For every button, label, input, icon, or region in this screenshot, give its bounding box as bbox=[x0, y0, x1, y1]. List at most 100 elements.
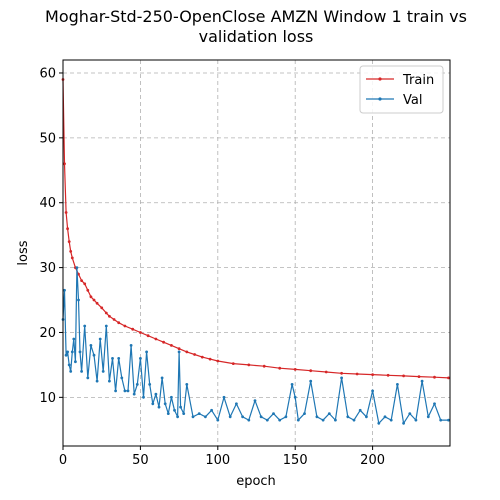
series-val-point bbox=[89, 344, 93, 347]
series-val-point bbox=[293, 395, 297, 399]
series-val-point bbox=[101, 370, 105, 373]
x-axis: 0 50 100 150 200 bbox=[59, 446, 385, 468]
series-val-point bbox=[142, 395, 145, 399]
series-train-point bbox=[170, 344, 173, 347]
series-val-point bbox=[129, 344, 133, 347]
series-val-point bbox=[111, 357, 114, 360]
series-train-point bbox=[309, 369, 313, 373]
series-train-point bbox=[108, 314, 111, 318]
series-train-point bbox=[112, 318, 116, 321]
series-train-point bbox=[63, 162, 66, 166]
series-val-point bbox=[204, 415, 207, 419]
series-train-point bbox=[247, 363, 251, 367]
y-tick-label-30: 30 bbox=[39, 261, 56, 276]
series-val-point bbox=[148, 383, 152, 386]
series-val-point bbox=[352, 418, 356, 422]
series-val-point bbox=[83, 324, 87, 328]
series-val-point bbox=[182, 412, 186, 415]
series-val-point bbox=[176, 415, 180, 419]
series-train-point bbox=[278, 366, 282, 370]
y-tick-label-40: 40 bbox=[39, 196, 56, 211]
series-val-point bbox=[80, 370, 83, 373]
series-val-point bbox=[151, 402, 155, 406]
series-train-point bbox=[146, 334, 150, 338]
series-val-point bbox=[72, 337, 76, 341]
series-val-point bbox=[259, 415, 263, 419]
y-tick-label-10: 10 bbox=[39, 391, 56, 406]
x-tick-label-200: 200 bbox=[360, 453, 385, 468]
series-val-point bbox=[67, 363, 71, 367]
series-train-point bbox=[293, 368, 297, 371]
series-val-point bbox=[371, 389, 374, 393]
series-train-point bbox=[83, 282, 87, 286]
series-val-point bbox=[86, 376, 90, 380]
series-val-point bbox=[321, 418, 325, 422]
series-train-point bbox=[131, 327, 135, 331]
legend-val-marker bbox=[378, 97, 382, 101]
series-train-point bbox=[95, 301, 99, 305]
series-val-point bbox=[179, 405, 183, 409]
series-train-point bbox=[154, 337, 158, 341]
series-train-point bbox=[433, 375, 436, 379]
series-train-point bbox=[340, 371, 343, 375]
series-val-point bbox=[132, 392, 136, 396]
series-val-point bbox=[228, 415, 232, 419]
y-axis: 10 20 30 40 50 60 bbox=[39, 66, 63, 406]
y-tick-label-20: 20 bbox=[39, 326, 56, 341]
chart-title-line-1: Moghar-Std-250-OpenClose AMZN Window 1 t… bbox=[45, 7, 467, 26]
series-val-point bbox=[69, 370, 73, 373]
series-val-point bbox=[95, 379, 99, 383]
series-val-point bbox=[309, 379, 313, 383]
series-train-point bbox=[89, 295, 93, 299]
series-train-point bbox=[70, 256, 74, 260]
series-val-point bbox=[160, 376, 164, 380]
series-val-point bbox=[70, 350, 74, 354]
series-train-point bbox=[117, 321, 121, 325]
series-val-point bbox=[247, 418, 251, 422]
series-val-point bbox=[74, 360, 77, 364]
series-val-point bbox=[64, 353, 68, 357]
series-val-point bbox=[126, 389, 130, 393]
series-train-point bbox=[208, 357, 212, 361]
series-val-point bbox=[177, 350, 181, 354]
series-val-point bbox=[173, 408, 176, 412]
series-train-point bbox=[185, 350, 189, 354]
series-train-point bbox=[100, 306, 104, 310]
series-val-point bbox=[66, 350, 69, 354]
series-val-point bbox=[75, 266, 79, 269]
series-val-point bbox=[402, 421, 405, 425]
x-tick-label-0: 0 bbox=[59, 453, 67, 468]
x-axis-label: epoch bbox=[236, 474, 276, 489]
series-train-point bbox=[69, 250, 73, 253]
series-val-point bbox=[383, 415, 387, 419]
series-val-point bbox=[63, 288, 66, 292]
series-val-point bbox=[117, 357, 121, 360]
series-val-point bbox=[358, 408, 362, 412]
series-train-point bbox=[162, 340, 166, 344]
series-val-point bbox=[210, 408, 214, 412]
series-lines bbox=[61, 78, 450, 425]
x-tick-label-100: 100 bbox=[205, 453, 230, 468]
series-val-point bbox=[197, 412, 201, 415]
series-val-point bbox=[191, 415, 195, 419]
series-val-point bbox=[303, 412, 306, 415]
series-train-point bbox=[231, 362, 235, 365]
series-train-point bbox=[371, 373, 374, 376]
series-train-point bbox=[177, 347, 181, 351]
series-val-point bbox=[216, 418, 220, 422]
series-val-point bbox=[290, 383, 294, 386]
series-val-point bbox=[185, 383, 189, 386]
series-val-point bbox=[123, 389, 127, 393]
series-val-point bbox=[104, 324, 108, 328]
y-axis-label: loss bbox=[16, 240, 31, 265]
series-val-point bbox=[389, 418, 393, 422]
series-val-point bbox=[284, 415, 288, 419]
series-train-point bbox=[417, 375, 421, 378]
series-val-point bbox=[272, 412, 275, 415]
series-val-point bbox=[278, 418, 282, 422]
series-val-point bbox=[414, 418, 418, 422]
series-train-point bbox=[386, 373, 390, 377]
series-train-point bbox=[447, 376, 450, 380]
series-val-point bbox=[315, 415, 319, 419]
series-val-point bbox=[253, 399, 257, 402]
